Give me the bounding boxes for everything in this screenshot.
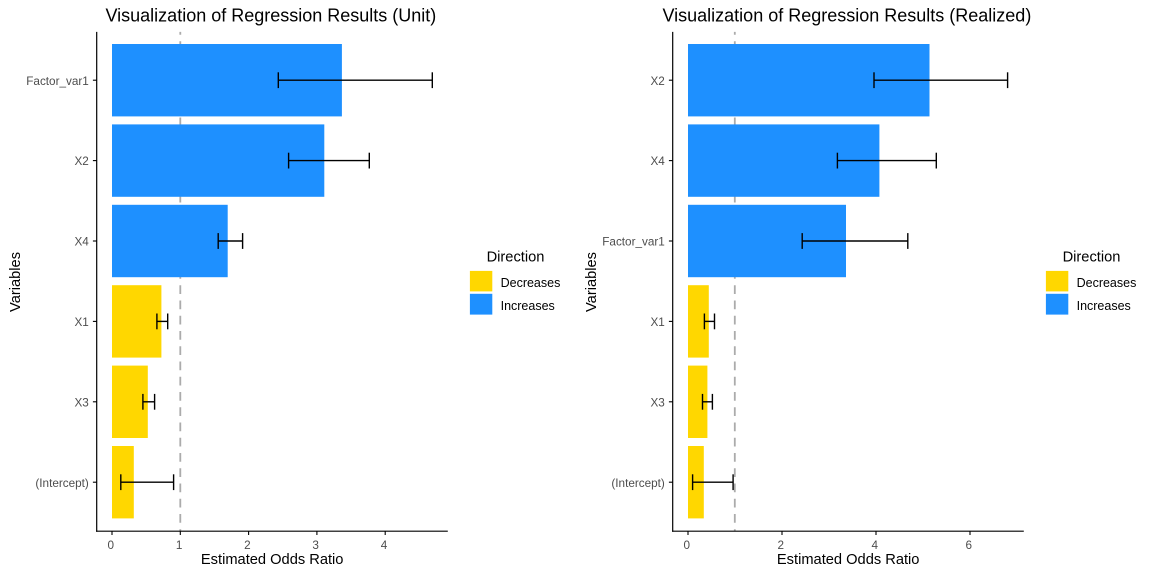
svg-text:X2: X2	[650, 75, 664, 88]
svg-text:Factor_var1: Factor_var1	[26, 75, 89, 88]
svg-text:3: 3	[312, 539, 319, 552]
svg-text:1: 1	[176, 539, 183, 552]
svg-text:2: 2	[244, 539, 251, 552]
svg-text:X4: X4	[650, 155, 665, 168]
svg-text:X3: X3	[74, 396, 88, 409]
svg-text:2: 2	[778, 539, 785, 552]
svg-text:X2: X2	[74, 155, 88, 168]
svg-text:Factor_var1: Factor_var1	[602, 236, 665, 249]
svg-text:X1: X1	[650, 316, 664, 329]
svg-text:X1: X1	[74, 316, 88, 329]
svg-text:Variables: Variables	[584, 252, 600, 312]
svg-text:Decreases: Decreases	[1077, 276, 1137, 290]
svg-text:Direction: Direction	[1063, 250, 1121, 266]
svg-text:(Intercept): (Intercept)	[611, 477, 665, 490]
svg-text:Visualization of Regression Re: Visualization of Regression Results (Uni…	[105, 5, 436, 25]
svg-text:Decreases: Decreases	[501, 276, 561, 290]
svg-text:Visualization of Regression Re: Visualization of Regression Results (Rea…	[662, 5, 1031, 25]
svg-text:0: 0	[108, 539, 115, 552]
svg-text:0: 0	[684, 539, 691, 552]
svg-text:4: 4	[872, 539, 879, 552]
svg-text:4: 4	[381, 539, 388, 552]
svg-text:Direction: Direction	[487, 250, 545, 266]
svg-text:X3: X3	[650, 396, 664, 409]
svg-text:Increases: Increases	[1077, 299, 1131, 313]
svg-text:X4: X4	[74, 236, 89, 249]
svg-text:Increases: Increases	[501, 299, 555, 313]
svg-text:Variables: Variables	[8, 252, 24, 312]
svg-text:(Intercept): (Intercept)	[35, 477, 89, 490]
svg-text:6: 6	[966, 539, 973, 552]
svg-text:Estimated Odds Ratio: Estimated Odds Ratio	[777, 552, 920, 568]
svg-text:Estimated Odds Ratio: Estimated Odds Ratio	[201, 552, 344, 568]
